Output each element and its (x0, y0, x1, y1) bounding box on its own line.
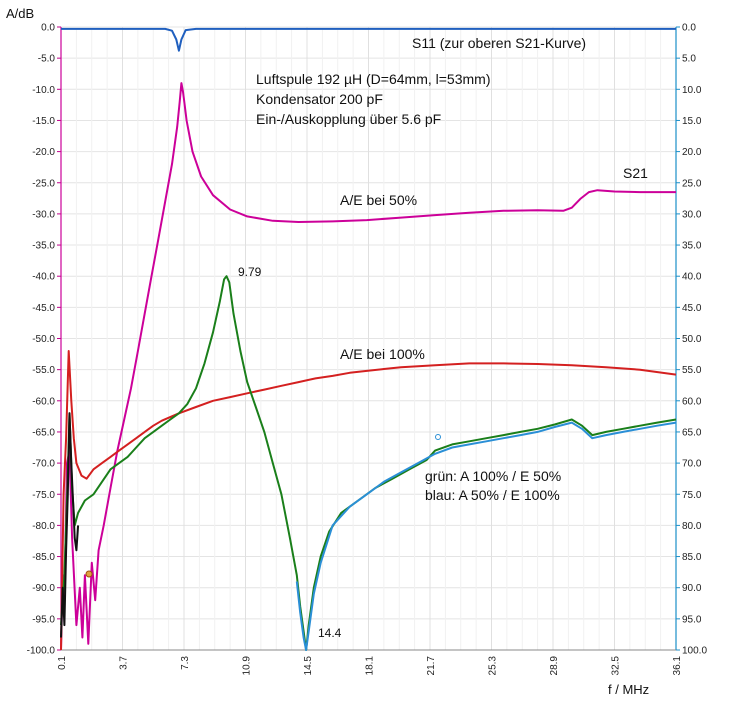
x-axis-label: f / MHz (608, 682, 649, 697)
series-line (60, 350, 677, 651)
x-tick-label: 0.1 (57, 656, 68, 670)
y-tick-label-left: -35.0 (32, 241, 55, 252)
y-tick-label-right: 5.0 (682, 54, 696, 65)
x-tick-label: 10.9 (242, 656, 253, 676)
x-tick-label: 14.5 (303, 656, 314, 676)
y-tick-label-left: -10.0 (32, 85, 55, 96)
grid (60, 26, 677, 651)
x-tick-label: 18.1 (365, 656, 376, 676)
series-line (61, 27, 676, 52)
y-tick-label-left: -80.0 (32, 521, 55, 532)
axes: 0.0 0.0 -5.0 5.0 -10.0 10.0 -15.0 15.0 -20.0 20.0… (27, 23, 708, 676)
x-tick-label: 3.7 (119, 656, 130, 670)
annotation-coil-line2: Kondensator 200 pF (256, 91, 383, 107)
y-tick-label-right: 40.0 (682, 272, 702, 283)
y-tick-label-right: 75.0 (682, 490, 702, 501)
x-tick-label: 21.7 (426, 656, 437, 676)
y-tick-label-left: -60.0 (32, 396, 55, 407)
y-tick-label-right: 80.0 (682, 521, 702, 532)
annotation-ae100: A/E bei 100% (340, 346, 425, 362)
series-layer (60, 27, 677, 651)
marker-dot-blue (435, 434, 441, 440)
y-tick-label-left: -15.0 (32, 116, 55, 127)
y-tick-label-right: 50.0 (682, 334, 702, 345)
y-tick-label-left: -70.0 (32, 459, 55, 470)
annotation-s11: S11 (zur oberen S21-Kurve) (412, 35, 586, 51)
y-tick-label-right: 90.0 (682, 583, 702, 594)
annotation-notch: 14.4 (318, 626, 342, 640)
y-tick-label-left: -5.0 (38, 54, 56, 65)
annotation-ae50: A/E bei 50% (340, 192, 417, 208)
y-tick-label-right: 55.0 (682, 365, 702, 376)
annotation-s21: S21 (623, 165, 648, 181)
y-tick-label-left: -30.0 (32, 209, 55, 220)
y-axis-label: A/dB (6, 6, 34, 21)
y-tick-label-left: 0.0 (41, 23, 55, 34)
annotation-coil-line1: Luftspule 192 µH (D=64mm, l=53mm) (256, 71, 491, 87)
y-tick-label-right: 15.0 (682, 116, 702, 127)
series-line (60, 82, 676, 651)
annotation-peak: 9.79 (238, 265, 262, 279)
y-tick-label-right: 10.0 (682, 85, 702, 96)
y-tick-label-right: 100.0 (682, 646, 707, 657)
y-tick-label-right: 70.0 (682, 459, 702, 470)
y-tick-label-left: -25.0 (32, 178, 55, 189)
y-tick-label-left: -100.0 (27, 646, 56, 657)
y-tick-label-left: -45.0 (32, 303, 55, 314)
y-tick-label-right: 45.0 (682, 303, 702, 314)
series-line (295, 421, 677, 651)
y-tick-label-left: -75.0 (32, 490, 55, 501)
y-tick-label-left: -90.0 (32, 583, 55, 594)
x-tick-label: 25.3 (488, 656, 499, 676)
y-tick-label-right: 20.0 (682, 147, 702, 158)
y-tick-label-left: -85.0 (32, 552, 55, 563)
legend-green: grün: A 100% / E 50% (425, 468, 561, 484)
y-tick-label-right: 35.0 (682, 241, 702, 252)
y-tick-label-left: -40.0 (32, 272, 55, 283)
series-line (60, 412, 80, 638)
y-tick-label-right: 85.0 (682, 552, 702, 563)
marker-dot-orange (85, 570, 93, 578)
y-tick-label-right: 30.0 (682, 209, 702, 220)
y-tick-label-left: -55.0 (32, 365, 55, 376)
y-tick-label-right: 60.0 (682, 396, 702, 407)
x-tick-label: 36.1 (672, 656, 683, 676)
series-line (60, 275, 677, 651)
y-tick-label-right: 0.0 (682, 23, 696, 34)
y-tick-label-right: 65.0 (682, 427, 702, 438)
y-tick-label-left: -50.0 (32, 334, 55, 345)
y-tick-label-right: 95.0 (682, 614, 702, 625)
x-tick-label: 28.9 (549, 656, 560, 676)
x-tick-label: 32.5 (611, 656, 622, 676)
x-tick-label: 7.3 (180, 656, 191, 670)
y-tick-label-right: 25.0 (682, 178, 702, 189)
legend-blue: blau: A 50% / E 100% (425, 487, 560, 503)
y-tick-label-left: -95.0 (32, 614, 55, 625)
annotation-coil-line3: Ein-/Auskopplung über 5.6 pF (256, 111, 441, 127)
y-tick-label-left: -65.0 (32, 427, 55, 438)
y-tick-label-left: -20.0 (32, 147, 55, 158)
